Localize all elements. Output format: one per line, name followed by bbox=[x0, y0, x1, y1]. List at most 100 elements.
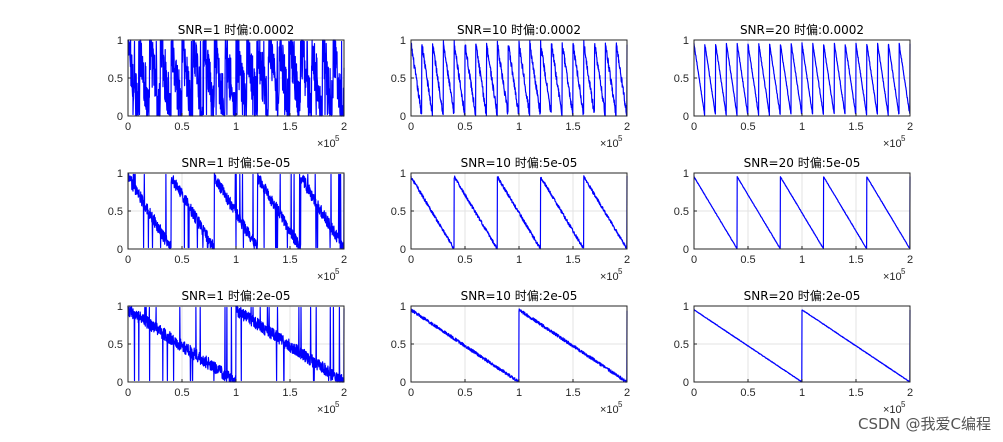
x-tick-label: 0.5 bbox=[174, 387, 189, 399]
y-tick-label: 1 bbox=[683, 35, 689, 47]
watermark: CSDN @我爱C编程 bbox=[857, 415, 991, 433]
subplot-5: 0 0.5 1 1.5 2 0 0.5 1 ×10 5 SNR=10 时偏:5e-05 bbox=[391, 155, 630, 283]
y-tick-label: 0.5 bbox=[391, 206, 406, 218]
x-exponent: 5 bbox=[901, 267, 906, 276]
x-tick-label: 0.5 bbox=[457, 387, 472, 399]
y-tick-label: 0.5 bbox=[674, 73, 689, 85]
x-exponent: 5 bbox=[335, 400, 340, 409]
x-exponent: 5 bbox=[335, 267, 340, 276]
x-tick-label: 2 bbox=[341, 254, 347, 266]
x-exponent-label: ×10 bbox=[883, 271, 902, 283]
subplot-9: 0 0.5 1 1.5 2 0 0.5 1 ×10 5 SNR=20 时偏:2e-05 bbox=[674, 288, 913, 416]
x-tick-label: 0.5 bbox=[740, 254, 755, 266]
subplot-title: SNR=20 时偏:2e-05 bbox=[744, 288, 861, 303]
y-tick-label: 0.5 bbox=[391, 73, 406, 85]
subplot-4: 0 0.5 1 1.5 2 0 0.5 1 ×10 5 SNR=1 时偏:5e-05 bbox=[108, 155, 347, 283]
subplot-title: SNR=10 时偏:5e-05 bbox=[461, 155, 578, 170]
subplot-title: SNR=1 时偏:2e-05 bbox=[181, 288, 290, 303]
x-tick-label: 2 bbox=[907, 121, 913, 133]
x-tick-label: 1 bbox=[233, 254, 239, 266]
x-exponent: 5 bbox=[901, 400, 906, 409]
x-tick-label: 0.5 bbox=[457, 121, 472, 133]
x-tick-label: 1.5 bbox=[848, 254, 863, 266]
x-exponent-label: ×10 bbox=[883, 404, 902, 416]
subplot-title: SNR=1 时偏:0.0002 bbox=[178, 22, 294, 37]
x-tick-label: 2 bbox=[341, 387, 347, 399]
x-tick-label: 1 bbox=[233, 387, 239, 399]
subplot-title: SNR=10 时偏:0.0002 bbox=[457, 22, 581, 37]
x-exponent-label: ×10 bbox=[317, 271, 336, 283]
x-tick-label: 1.5 bbox=[565, 121, 580, 133]
y-tick-label: 0 bbox=[400, 377, 406, 389]
y-tick-label: 1 bbox=[117, 301, 123, 313]
x-tick-label: 0 bbox=[125, 254, 131, 266]
x-tick-label: 1.5 bbox=[565, 387, 580, 399]
x-tick-label: 0 bbox=[408, 254, 414, 266]
y-tick-label: 0 bbox=[400, 244, 406, 256]
x-exponent: 5 bbox=[618, 400, 623, 409]
data-line bbox=[693, 176, 911, 250]
subplot-3: 0 0.5 1 1.5 2 0 0.5 1 ×10 5 SNR=20 时偏:0.0002 bbox=[674, 22, 913, 150]
subplot-title: SNR=20 时偏:0.0002 bbox=[740, 22, 864, 37]
y-tick-label: 0.5 bbox=[391, 339, 406, 351]
x-tick-label: 1.5 bbox=[565, 254, 580, 266]
x-tick-label: 1.5 bbox=[282, 121, 297, 133]
x-tick-label: 0 bbox=[125, 387, 131, 399]
x-tick-label: 2 bbox=[624, 254, 630, 266]
x-tick-label: 1 bbox=[799, 387, 805, 399]
x-tick-label: 1.5 bbox=[282, 387, 297, 399]
data-line bbox=[410, 39, 628, 117]
x-exponent-label: ×10 bbox=[600, 404, 619, 416]
subplot-title: SNR=10 时偏:2e-05 bbox=[461, 288, 578, 303]
x-tick-label: 2 bbox=[907, 387, 913, 399]
y-tick-label: 0 bbox=[683, 377, 689, 389]
subplot-title: SNR=20 时偏:5e-05 bbox=[744, 155, 861, 170]
subplot-title: SNR=1 时偏:5e-05 bbox=[181, 155, 290, 170]
x-exponent: 5 bbox=[901, 134, 906, 143]
subplot-7: 0 0.5 1 1.5 2 0 0.5 1 ×10 5 SNR=1 时偏:2e-05 bbox=[108, 288, 347, 416]
x-exponent: 5 bbox=[618, 267, 623, 276]
x-exponent-label: ×10 bbox=[883, 138, 902, 150]
x-tick-label: 1 bbox=[516, 254, 522, 266]
y-tick-label: 0 bbox=[400, 111, 406, 123]
data-line bbox=[693, 309, 911, 383]
x-tick-label: 0 bbox=[408, 121, 414, 133]
x-tick-label: 0.5 bbox=[740, 387, 755, 399]
x-tick-label: 2 bbox=[907, 254, 913, 266]
y-tick-label: 1 bbox=[683, 301, 689, 313]
y-tick-label: 0.5 bbox=[108, 206, 123, 218]
x-tick-label: 1.5 bbox=[848, 387, 863, 399]
subplot-2: 0 0.5 1 1.5 2 0 0.5 1 ×10 5 SNR=10 时偏:0.0002 bbox=[391, 22, 630, 150]
data-line bbox=[410, 175, 628, 250]
x-tick-label: 1 bbox=[799, 121, 805, 133]
x-tick-label: 2 bbox=[624, 121, 630, 133]
y-tick-label: 0 bbox=[683, 111, 689, 123]
y-tick-label: 0.5 bbox=[674, 206, 689, 218]
x-exponent-label: ×10 bbox=[317, 404, 336, 416]
x-exponent-label: ×10 bbox=[317, 138, 336, 150]
subplot-1: 0 0.5 1 1.5 2 0 0.5 1 ×10 5 SNR=1 时偏:0.0002 bbox=[108, 22, 347, 150]
y-tick-label: 1 bbox=[400, 301, 406, 313]
x-exponent-label: ×10 bbox=[600, 271, 619, 283]
y-tick-label: 1 bbox=[400, 35, 406, 47]
x-tick-label: 2 bbox=[341, 121, 347, 133]
x-exponent-label: ×10 bbox=[600, 138, 619, 150]
x-tick-label: 1 bbox=[799, 254, 805, 266]
x-tick-label: 0.5 bbox=[174, 121, 189, 133]
y-tick-label: 1 bbox=[683, 168, 689, 180]
data-line bbox=[410, 308, 628, 383]
y-tick-label: 0 bbox=[117, 244, 123, 256]
y-tick-label: 0.5 bbox=[108, 73, 123, 85]
y-tick-label: 1 bbox=[400, 168, 406, 180]
x-tick-label: 1.5 bbox=[282, 254, 297, 266]
x-tick-label: 0 bbox=[691, 121, 697, 133]
y-tick-label: 0 bbox=[117, 377, 123, 389]
y-tick-label: 0 bbox=[683, 244, 689, 256]
x-tick-label: 0.5 bbox=[457, 254, 472, 266]
x-tick-label: 2 bbox=[624, 387, 630, 399]
x-tick-label: 0.5 bbox=[174, 254, 189, 266]
x-tick-label: 0 bbox=[691, 254, 697, 266]
x-tick-label: 0.5 bbox=[740, 121, 755, 133]
x-tick-label: 1 bbox=[516, 387, 522, 399]
